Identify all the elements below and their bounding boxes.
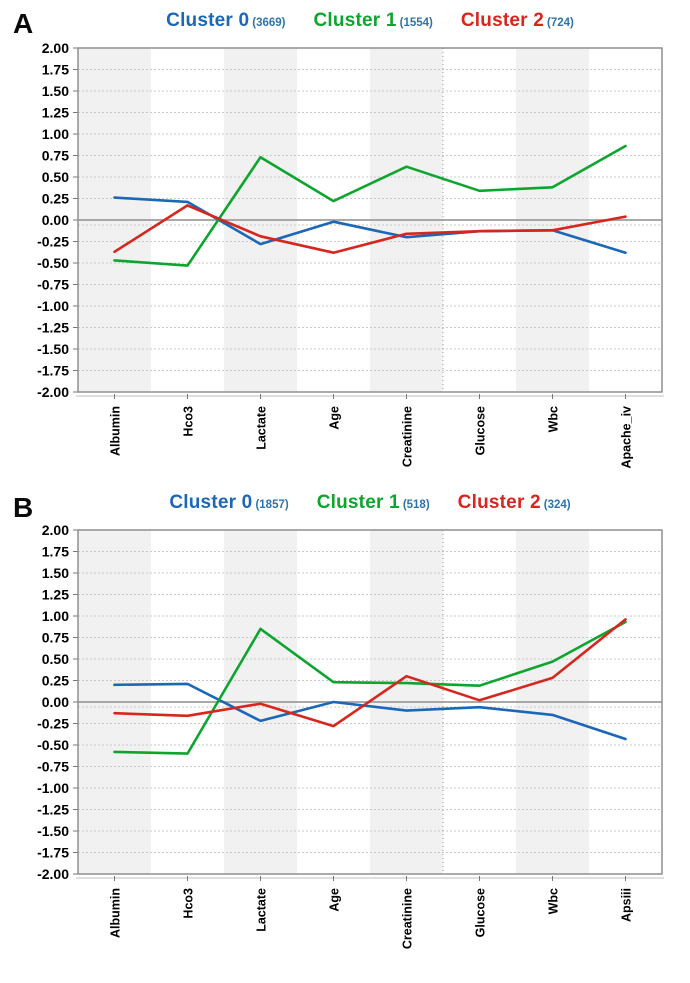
y-tick-label: -0.50 (37, 255, 69, 271)
cluster-2-line (113, 618, 627, 728)
plot-frame (77, 47, 663, 393)
cluster-0-line (113, 682, 627, 741)
x-tick-label: Apache_iv (620, 406, 634, 469)
x-tick-label: Albumin (109, 888, 123, 938)
legend-cluster-count: (324) (543, 499, 571, 511)
legend-item-cluster-0: Cluster 0 (3669) (166, 10, 285, 32)
y-tick-label: 1.50 (42, 83, 69, 99)
y-tick-label: -1.50 (37, 823, 69, 839)
y-tick-label: 0.25 (42, 672, 69, 688)
x-tick-label: Age (328, 406, 342, 430)
panel-b-chart: 2.00 1.75 1.50 1.25 1.00 0.75 0.50 0.25 0.00 -0.2… (37, 522, 664, 949)
y-tick-label: -1.50 (37, 341, 69, 357)
y-tick-label: 1.75 (42, 61, 69, 77)
y-tick-label: -1.00 (37, 780, 69, 796)
y-tick-label: 0.00 (42, 694, 69, 710)
cluster-2-line (113, 204, 627, 254)
y-tick-label: 1.25 (42, 104, 69, 120)
y-tick-label: 2.00 (42, 40, 69, 56)
legend-cluster-name: Cluster 0 (166, 10, 250, 31)
y-tick-label: 0.25 (42, 190, 69, 206)
y-tick-label: -1.75 (37, 362, 69, 378)
panel-b-letter: B (13, 492, 34, 523)
y-tick-label: -2.00 (37, 866, 69, 882)
panel-a-letter: A (13, 8, 34, 39)
y-tick-label: -0.50 (37, 737, 69, 753)
legend-cluster-count: (518) (402, 499, 430, 511)
y-tick-label: 1.75 (42, 543, 69, 559)
y-tick-label: 1.50 (42, 565, 69, 581)
plot-frame (77, 529, 663, 875)
y-tick-label: -2.00 (37, 384, 69, 400)
cluster-1-line (113, 620, 627, 755)
x-tick-label: Age (328, 888, 342, 912)
x-tick-label: Lactate (255, 406, 269, 450)
x-tick-label: Apsiii (620, 888, 634, 922)
x-tick-label: Hco3 (182, 888, 196, 919)
legend-cluster-name: Cluster 0 (169, 492, 253, 513)
y-tick-label: -1.75 (37, 844, 69, 860)
figure: A Cluster 0 (3669) Cluster 1 (1554) Cluster … (0, 0, 690, 960)
y-tick-label: 0.75 (42, 147, 69, 163)
legend-item-cluster-1: Cluster 1 (1554) (314, 10, 433, 32)
panel-a-legend: Cluster 0 (3669) Cluster 1 (1554) Cluster 2(… (78, 10, 662, 40)
legend-cluster-count: (3669) (252, 17, 286, 29)
x-tick-label: Creatinine (401, 888, 415, 949)
x-tick-label: Glucose (474, 406, 488, 455)
y-tick-label: -1.25 (37, 319, 69, 335)
y-tick-label: -0.25 (37, 233, 69, 249)
y-tick-label: 1.25 (42, 586, 69, 602)
panel-a-chart: 2.00 1.75 1.50 1.25 1.00 0.75 0.50 0.25 0.00 -0.2… (37, 40, 664, 469)
x-tick-label: Albumin (109, 406, 123, 456)
cluster-1-line (113, 144, 627, 267)
legend-item-cluster-0: Cluster 0 (1857) (169, 492, 288, 514)
y-tick-label: 1.00 (42, 608, 69, 624)
x-tick-label: Wbc (547, 888, 561, 914)
panel-a: A Cluster 0 (3669) Cluster 1 (1554) Cluster … (0, 0, 690, 478)
y-tick-label: 0.50 (42, 169, 69, 185)
x-tick-label: Lactate (255, 888, 269, 932)
legend-item-cluster-2: Cluster 2 (324) (458, 492, 571, 514)
y-tick-label: -1.25 (37, 801, 69, 817)
legend-cluster-count: (1554) (399, 17, 433, 29)
y-tick-label: -0.75 (37, 276, 69, 292)
x-tick-label: Hco3 (182, 406, 196, 437)
y-tick-label: 1.00 (42, 126, 69, 142)
y-tick-label: 0.00 (42, 212, 69, 228)
panel-b-legend: Cluster 0 (1857) Cluster 1 (518) Cluster 2 (3… (78, 492, 662, 522)
legend-cluster-name: Cluster 2 (457, 492, 541, 513)
legend-item-cluster-1: Cluster 1 (518) (317, 492, 430, 514)
legend-cluster-count: (724) (546, 17, 574, 29)
legend-cluster-name: Cluster 1 (316, 492, 400, 513)
legend-item-cluster-2: Cluster 2 (724) (461, 10, 574, 32)
x-tick-label: Creatinine (401, 406, 415, 467)
panel-b: B Cluster 0 (1857) Cluster 1 (518) Cluster 2… (0, 478, 690, 960)
x-tick-label: Glucose (474, 888, 488, 937)
legend-cluster-count: (1857) (255, 499, 289, 511)
y-tick-label: 2.00 (42, 522, 69, 538)
y-tick-label: -0.25 (37, 715, 69, 731)
y-tick-label: 0.50 (42, 651, 69, 667)
x-tick-label: Wbc (547, 406, 561, 432)
y-tick-label: -1.00 (37, 298, 69, 314)
y-tick-label: 0.75 (42, 629, 69, 645)
legend-cluster-name: Cluster 2 (460, 10, 544, 31)
legend-cluster-name: Cluster 1 (313, 10, 397, 31)
y-tick-label: -0.75 (37, 758, 69, 774)
